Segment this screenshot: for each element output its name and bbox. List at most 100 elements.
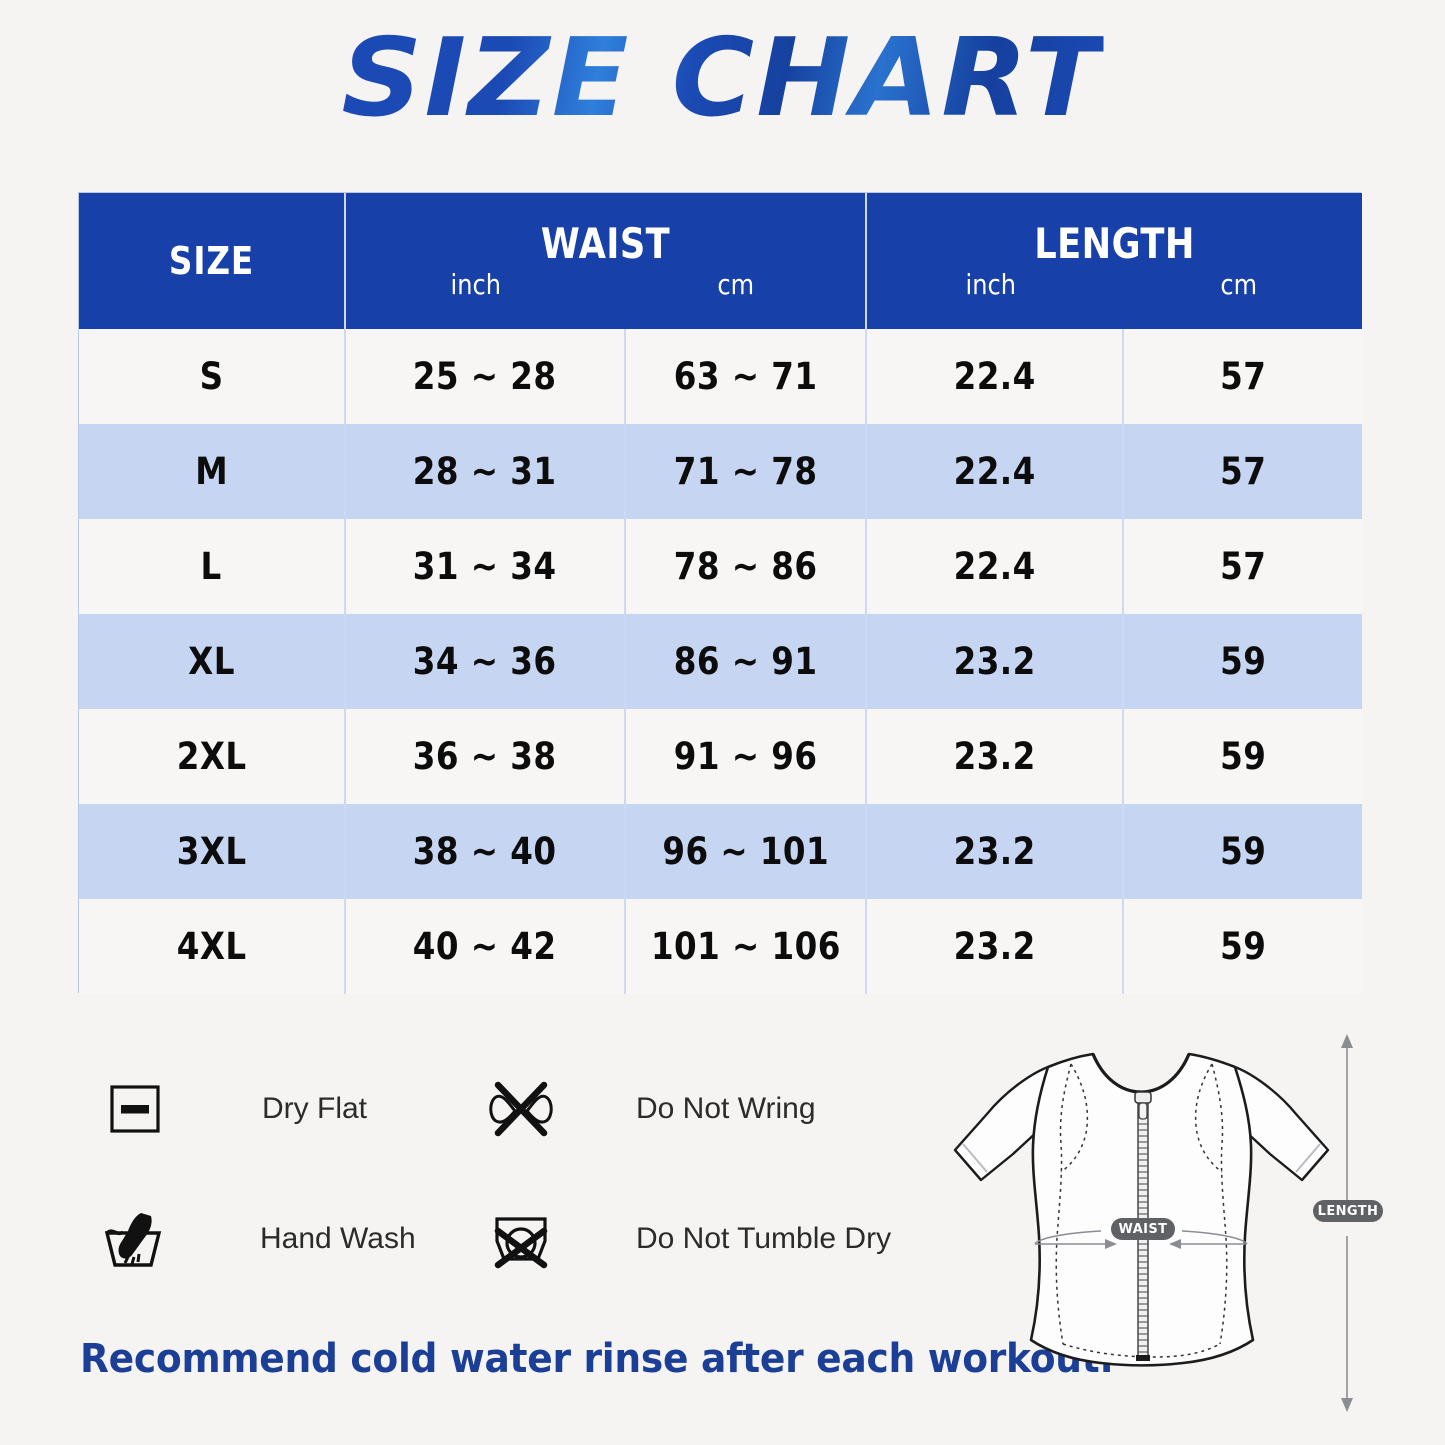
cell-size-value: 4XL [176,925,247,968]
length-badge-label: LENGTH [1318,1204,1379,1219]
cell-length-cm-value: 57 [1219,355,1267,398]
cell-length-cm: 57 [1123,519,1362,614]
cell-length-cm: 59 [1123,899,1362,994]
table-body: S 25 ~ 28 63 ~ 71 22.4 57 M 28 ~ 31 71 ~ 78 22.4… [79,329,1362,994]
cell-waist-cm-value: 71 ~ 78 [673,450,818,493]
cell-waist-inch: 38 ~ 40 [345,804,626,899]
do-not-tumble-dry-icon [478,1196,564,1282]
cell-waist-cm: 96 ~ 101 [625,804,867,899]
care-item-dry-flat: Dry Flat [92,1066,367,1152]
cell-waist-inch-value: 36 ~ 38 [413,735,557,778]
cell-waist-inch: 25 ~ 28 [345,329,626,424]
cell-waist-inch: 28 ~ 31 [345,424,626,519]
garment-illustration: WAIST LENGTH [935,1022,1405,1442]
cell-waist-inch-value: 40 ~ 42 [413,925,557,968]
column-header-size: SIZE [79,193,346,329]
cell-length-inch-value: 23.2 [953,735,1036,778]
cell-waist-inch: 31 ~ 34 [345,519,626,614]
cell-waist-cm-value: 78 ~ 86 [673,545,818,588]
cell-size-value: XL [188,640,235,683]
cell-length-inch: 23.2 [866,709,1124,804]
cell-waist-cm: 63 ~ 71 [625,329,867,424]
cell-size-value: 3XL [176,830,247,873]
cell-waist-cm-value: 91 ~ 96 [673,735,818,778]
cell-length-cm-value: 59 [1219,925,1267,968]
cell-size-value: 2XL [176,735,247,778]
table-row: XL 34 ~ 36 86 ~ 91 23.2 59 [79,614,1362,709]
cell-length-cm-value: 57 [1219,545,1267,588]
page-title: SIZE CHART [341,16,1104,141]
cell-waist-cm-value: 96 ~ 101 [662,830,829,873]
column-header-waist: WAIST inch cm [345,193,867,329]
cell-waist-cm-value: 63 ~ 71 [673,355,818,398]
cell-waist-cm-value: 101 ~ 106 [650,925,841,968]
care-instructions: Dry Flat Do Not Wring [82,1056,962,1306]
column-header-waist-cm: cm [716,268,754,301]
cell-length-inch-value: 23.2 [953,640,1036,683]
cell-size: 2XL [79,709,346,804]
cell-length-inch: 23.2 [866,899,1124,994]
cell-size: XL [79,614,346,709]
cell-length-cm: 59 [1123,709,1362,804]
table-row: L 31 ~ 34 78 ~ 86 22.4 57 [79,519,1362,614]
cell-length-inch: 23.2 [866,614,1124,709]
size-chart-table: SIZE WAIST inch cm LENGTH [79,193,1362,994]
cell-length-cm: 59 [1123,614,1362,709]
column-header-waist-label: WAIST [540,219,671,268]
cell-waist-cm: 86 ~ 91 [625,614,867,709]
cell-length-cm-value: 59 [1219,735,1267,778]
cell-waist-inch-value: 38 ~ 40 [413,830,557,873]
cell-length-cm-value: 59 [1219,830,1267,873]
cell-waist-cm-value: 86 ~ 91 [673,640,818,683]
cell-waist-cm: 101 ~ 106 [625,899,867,994]
table-row: 2XL 36 ~ 38 91 ~ 96 23.2 59 [79,709,1362,804]
cell-waist-cm: 91 ~ 96 [625,709,867,804]
waist-badge-label: WAIST [1119,1222,1168,1237]
page-title-wrap: SIZE CHART [0,0,1445,150]
care-item-do-not-wring: Do Not Wring [478,1066,816,1152]
cell-length-inch-value: 23.2 [953,830,1036,873]
care-label-do-not-wring: Do Not Wring [636,1092,816,1125]
care-item-hand-wash: Hand Wash [90,1196,416,1282]
cell-length-inch: 22.4 [866,329,1124,424]
column-header-length-label: LENGTH [1034,219,1195,268]
cell-waist-inch-value: 28 ~ 31 [413,450,557,493]
cell-length-inch: 23.2 [866,804,1124,899]
cell-length-cm-value: 57 [1219,450,1267,493]
cell-size-value: M [195,450,228,493]
cell-length-cm-value: 59 [1219,640,1267,683]
cell-length-cm: 59 [1123,804,1362,899]
cell-waist-inch: 36 ~ 38 [345,709,626,804]
cell-size: 3XL [79,804,346,899]
cell-length-cm: 57 [1123,329,1362,424]
cell-size-value: S [199,355,224,398]
cell-waist-cm: 78 ~ 86 [625,519,867,614]
cell-waist-inch-value: 25 ~ 28 [413,355,557,398]
column-header-length: LENGTH inch cm [866,193,1362,329]
table-row: S 25 ~ 28 63 ~ 71 22.4 57 [79,329,1362,424]
cell-size: 4XL [79,899,346,994]
cell-waist-inch-value: 34 ~ 36 [413,640,557,683]
cell-length-cm: 57 [1123,424,1362,519]
table-row: 3XL 38 ~ 40 96 ~ 101 23.2 59 [79,804,1362,899]
size-chart-table-container: SIZE WAIST inch cm LENGTH [78,192,1362,994]
cell-waist-inch: 34 ~ 36 [345,614,626,709]
cell-waist-cm: 71 ~ 78 [625,424,867,519]
dry-flat-icon [92,1066,178,1152]
column-header-size-label: SIZE [168,239,255,283]
care-item-do-not-tumble-dry: Do Not Tumble Dry [478,1196,891,1282]
care-label-dry-flat: Dry Flat [262,1092,367,1125]
table-row: M 28 ~ 31 71 ~ 78 22.4 57 [79,424,1362,519]
care-label-do-not-tumble-dry: Do Not Tumble Dry [636,1222,892,1255]
cell-size: S [79,329,346,424]
cell-length-inch-value: 23.2 [953,925,1036,968]
care-label-hand-wash: Hand Wash [260,1222,416,1255]
recommendation-text: Recommend cold water rinse after each wo… [80,1336,1114,1382]
cell-length-inch: 22.4 [866,519,1124,614]
column-header-waist-inch: inch [450,268,501,301]
column-header-length-inch: inch [965,268,1016,301]
cell-length-inch-value: 22.4 [953,450,1036,493]
cell-waist-inch-value: 31 ~ 34 [413,545,557,588]
do-not-wring-icon [478,1066,564,1152]
cell-length-inch: 22.4 [866,424,1124,519]
